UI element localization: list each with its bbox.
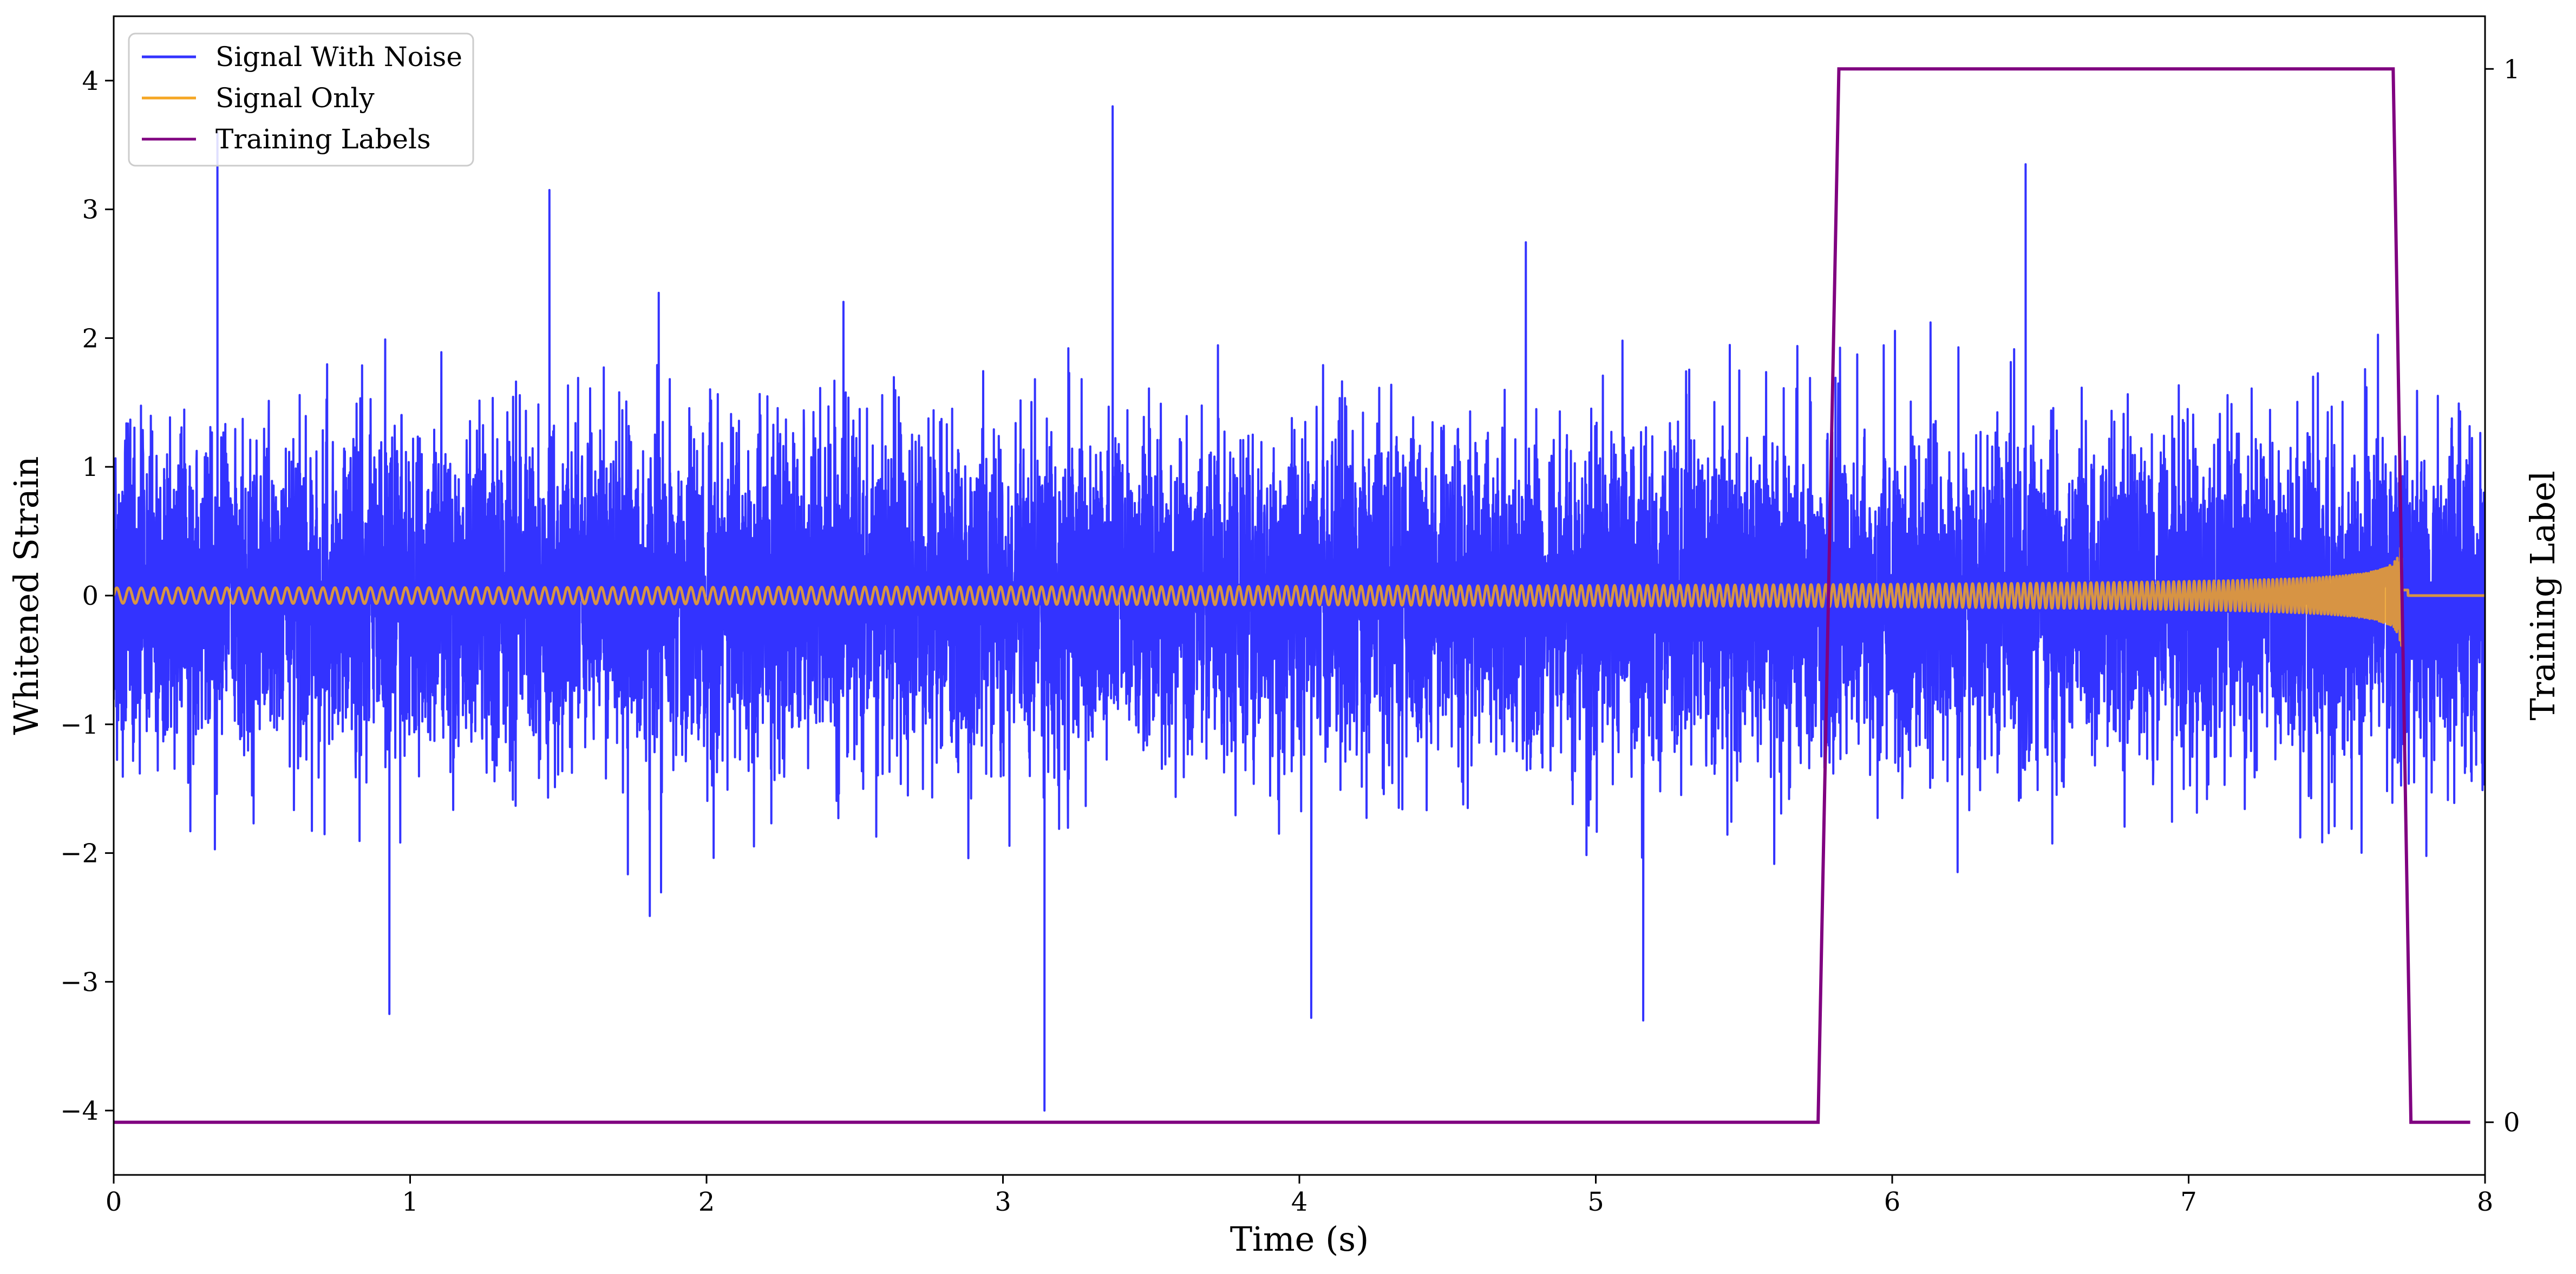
y2-axis-label: Training Label [2523,471,2562,720]
x-tick-label: 7 [2180,1187,2197,1217]
signal-with-noise-line [114,105,2485,1112]
x-axis-label: Time (s) [1230,1219,1369,1259]
y2-tick-label: 1 [2503,54,2520,84]
x-tick-label: 0 [106,1187,122,1217]
signal-only-line [114,546,2485,647]
legend-label-noise: Signal With Noise [215,41,462,73]
y-tick-label: −1 [60,710,99,740]
x-axis-ticks: 0 1 2 3 4 5 6 7 8 [106,1175,2494,1217]
x-tick-label: 8 [2477,1187,2494,1217]
y-tick-label: 0 [82,581,99,611]
y-tick-label: 4 [82,66,99,96]
y-tick-label: −3 [60,967,99,997]
y-tick-label: −2 [60,839,99,869]
y2-axis-ticks: 01 [2485,54,2520,1138]
legend-box [128,32,474,167]
y-tick-label: 2 [82,323,99,354]
y-tick-label: −4 [60,1096,99,1126]
y-axis-label: Whitened Strain [6,456,46,735]
x-tick-label: 5 [1587,1187,1604,1217]
x-tick-label: 3 [995,1187,1011,1217]
x-tick-label: 6 [1884,1187,1901,1217]
y-axis-ticks: −4 −3 −2 −1 0 1 2 3 4 [60,66,114,1126]
x-tick-label: 4 [1291,1187,1308,1217]
x-tick-label: 1 [402,1187,419,1217]
y-tick-label: 1 [82,452,99,482]
plot-area [114,67,2485,1124]
x-tick-label: 2 [698,1187,715,1217]
y-tick-label: 3 [82,195,99,225]
legend-label-signal: Signal Only [215,82,375,114]
legend-label-labels: Training Labels [215,123,431,155]
legend: Signal With Noise Signal Only Training L… [128,32,474,167]
y2-tick-label: 0 [2503,1108,2520,1138]
training-labels-line [114,67,2470,1124]
